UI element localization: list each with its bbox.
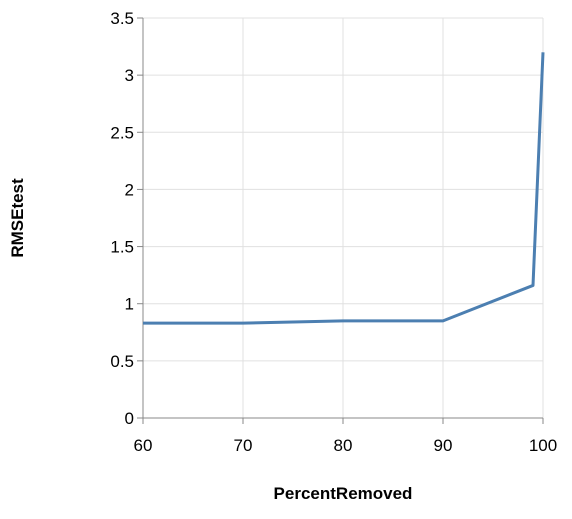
y-tick-label: 3.5 xyxy=(110,9,134,28)
x-tick-label: 80 xyxy=(334,436,353,455)
y-tick-label: 1.5 xyxy=(110,238,134,257)
y-tick-label: 2.5 xyxy=(110,123,134,142)
y-axis-title: RMSEtest xyxy=(8,178,27,258)
y-tick-label: 2 xyxy=(125,180,134,199)
x-tick-label: 90 xyxy=(434,436,453,455)
x-tick-label: 70 xyxy=(234,436,253,455)
y-tick-label: 3 xyxy=(125,66,134,85)
y-tick-label: 0 xyxy=(125,409,134,428)
axes: 60 70 80 90 100 0 0.5 1 1.5 2 2.5 3 3.5 xyxy=(110,9,557,455)
data-series xyxy=(143,52,545,325)
x-tick-label: 100 xyxy=(529,436,557,455)
x-tick-label: 60 xyxy=(134,436,153,455)
gridlines xyxy=(142,17,544,419)
y-tick-label: 0.5 xyxy=(110,352,134,371)
y-tick-label: 1 xyxy=(125,295,134,314)
x-axis-title: PercentRemoved xyxy=(274,484,413,503)
series-line xyxy=(143,52,545,325)
